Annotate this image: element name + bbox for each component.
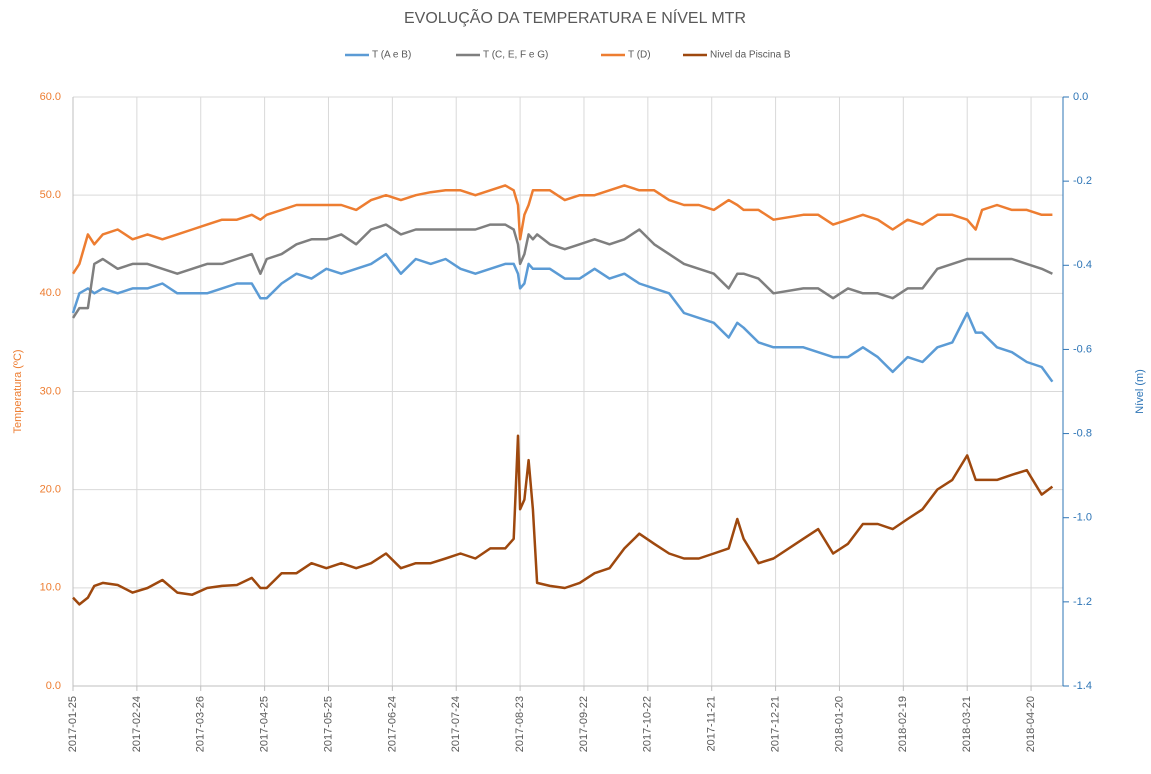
- series-line: [72, 434, 1054, 606]
- y-tick-label: 0.0: [46, 680, 61, 692]
- x-tick-label: 2017-02-24: [131, 696, 143, 752]
- series-line: [71, 223, 1053, 319]
- y2-tick-label: -0.8: [1073, 427, 1092, 439]
- y2-tick-label: -0.4: [1073, 259, 1092, 271]
- y-tick-label: 10.0: [40, 582, 61, 594]
- y2-tick-label: -0.6: [1073, 343, 1092, 355]
- x-tick-label: 2018-02-19: [897, 696, 909, 752]
- legend-label: T (A e B): [372, 50, 411, 61]
- series-line: [71, 252, 1054, 383]
- legend-label: Nivel da Piscina B: [710, 50, 791, 61]
- y2-axis-title: Nível (m): [1134, 369, 1146, 414]
- x-tick-label: 2017-01-25: [67, 696, 79, 752]
- x-tick-label: 2018-01-20: [833, 696, 845, 752]
- x-tick-label: 2017-04-25: [259, 696, 271, 752]
- x-tick-label: 2018-04-20: [1025, 696, 1037, 752]
- y-tick-label: 40.0: [40, 287, 61, 299]
- x-tick-label: 2017-11-21: [706, 696, 718, 751]
- x-tick-label: 2017-12-21: [769, 696, 781, 752]
- x-tick-label: 2017-08-23: [514, 696, 526, 752]
- x-tick-label: 2017-06-24: [386, 696, 398, 752]
- x-tick-label: 2018-03-21: [961, 696, 973, 752]
- y2-tick-label: 0.0: [1073, 91, 1088, 103]
- y2-tick-label: -1.0: [1073, 512, 1092, 524]
- y2-tick-label: -1.4: [1073, 680, 1092, 692]
- y-tick-label: 60.0: [40, 91, 61, 103]
- series-line: [71, 184, 1053, 275]
- y2-tick-label: -0.2: [1073, 175, 1092, 187]
- x-tick-label: 2017-03-26: [195, 696, 207, 752]
- x-tick-label: 2017-07-24: [450, 696, 462, 752]
- y-tick-label: 50.0: [40, 189, 61, 201]
- x-tick-label: 2017-09-22: [578, 696, 590, 752]
- x-tick-label: 2017-05-25: [322, 696, 334, 752]
- y2-tick-label: -1.2: [1073, 596, 1092, 608]
- y-tick-label: 30.0: [40, 385, 61, 397]
- legend-label: T (D): [628, 50, 651, 61]
- x-tick-label: 2017-10-22: [642, 696, 654, 752]
- y-tick-label: 20.0: [40, 484, 61, 496]
- y-axis-title: Temperatura (ºC): [12, 349, 24, 433]
- legend-label: T (C, E, F e G): [483, 50, 548, 61]
- chart-title: EVOLUÇÃO DA TEMPERATURA E NÍVEL MTR: [404, 7, 746, 27]
